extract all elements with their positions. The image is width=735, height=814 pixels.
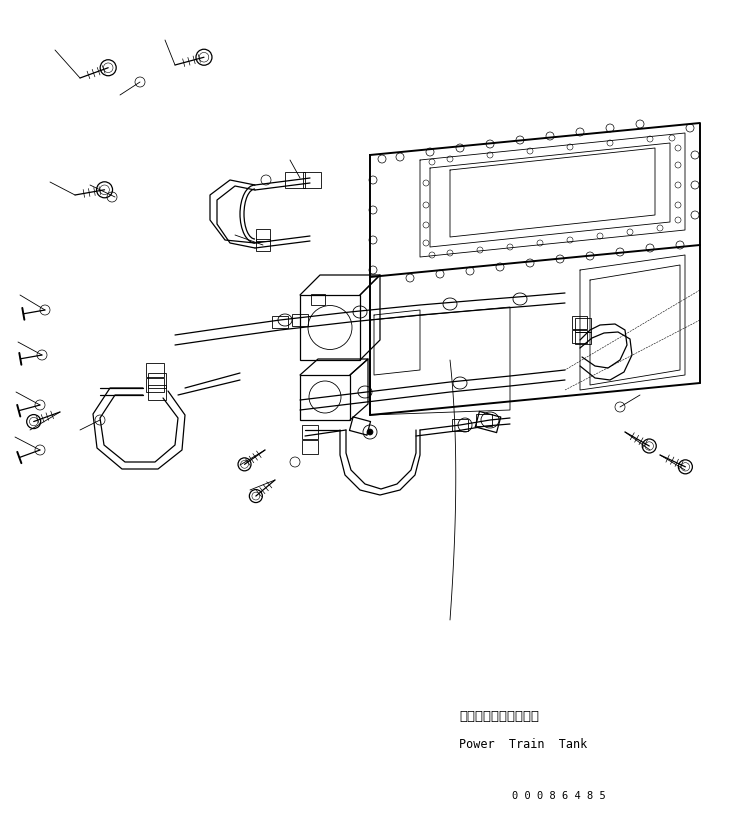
Bar: [292, 314, 308, 326]
Text: 0 0 0 8 6 4 8 5: 0 0 0 8 6 4 8 5: [512, 791, 606, 801]
Bar: [311, 294, 325, 304]
Bar: [452, 419, 468, 431]
Bar: [302, 425, 318, 439]
Bar: [146, 363, 164, 377]
Bar: [146, 378, 164, 392]
Bar: [575, 318, 591, 332]
Bar: [300, 375, 350, 420]
Bar: [573, 316, 587, 329]
Bar: [303, 172, 321, 188]
Bar: [302, 440, 318, 454]
Bar: [272, 316, 288, 328]
Bar: [575, 332, 591, 344]
Text: パワートレインタンク: パワートレインタンク: [459, 710, 539, 723]
Circle shape: [367, 429, 373, 435]
Bar: [256, 239, 270, 251]
Bar: [300, 295, 360, 360]
Bar: [148, 373, 166, 388]
Bar: [573, 330, 587, 343]
Bar: [476, 414, 492, 426]
Bar: [285, 172, 305, 188]
Bar: [148, 385, 166, 400]
Text: Power  Train  Tank: Power Train Tank: [459, 738, 587, 751]
Bar: [256, 229, 270, 241]
